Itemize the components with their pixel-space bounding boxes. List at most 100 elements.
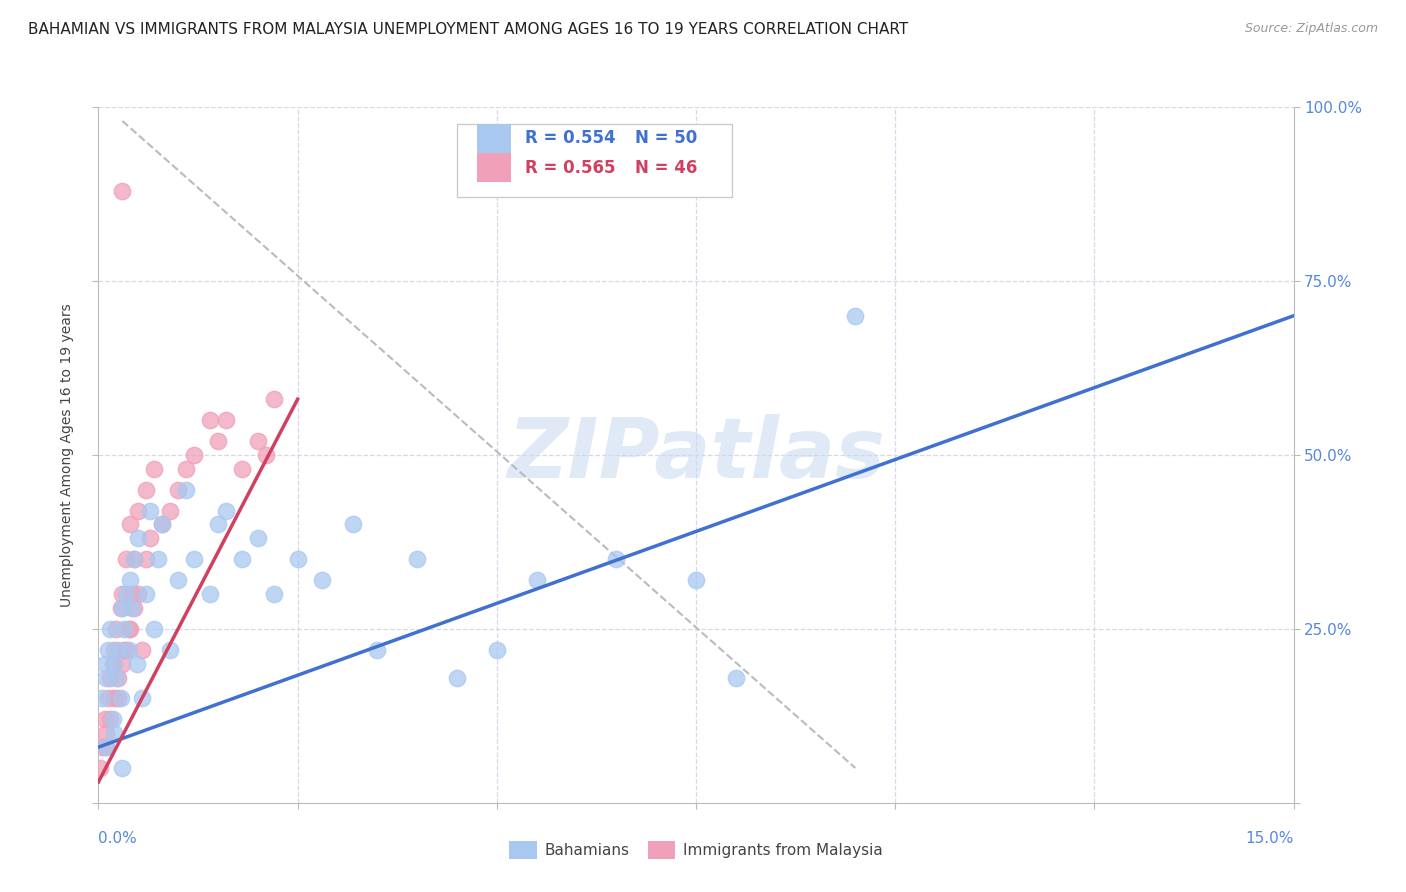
Point: [207, 434, 229, 448]
Point: [485, 642, 508, 657]
Point: [125, 657, 148, 671]
Point: [127, 503, 149, 517]
Text: R = 0.554: R = 0.554: [524, 129, 616, 147]
Point: [104, 671, 127, 685]
Point: [174, 462, 197, 476]
Point: [139, 503, 162, 517]
Point: [685, 573, 707, 587]
Point: [167, 573, 190, 587]
Point: [94, 712, 117, 726]
Point: [246, 434, 269, 448]
Point: [124, 601, 146, 615]
Point: [446, 671, 468, 685]
Point: [103, 642, 125, 657]
Point: [605, 552, 627, 566]
Point: [89, 761, 111, 775]
Point: [110, 601, 132, 615]
FancyBboxPatch shape: [457, 124, 733, 197]
Point: [724, 671, 747, 685]
Point: [139, 532, 162, 546]
Point: [103, 657, 125, 671]
Point: [112, 642, 135, 657]
Point: [104, 622, 127, 636]
Point: [111, 184, 134, 198]
Point: [118, 642, 141, 657]
Point: [98, 622, 122, 636]
Text: 0.0%: 0.0%: [98, 830, 138, 846]
Point: [231, 462, 253, 476]
Text: ZIPatlas: ZIPatlas: [508, 415, 884, 495]
Point: [124, 552, 146, 566]
Point: [131, 691, 153, 706]
Point: [111, 587, 134, 601]
Point: [112, 622, 135, 636]
Point: [406, 552, 429, 566]
Legend: Bahamians, Immigrants from Malaysia: Bahamians, Immigrants from Malaysia: [503, 835, 889, 864]
Point: [127, 587, 149, 601]
Point: [111, 601, 134, 615]
Point: [96, 740, 118, 755]
Point: [97, 691, 120, 706]
Point: [111, 657, 134, 671]
Point: [143, 462, 166, 476]
Point: [96, 726, 118, 740]
Point: [207, 517, 229, 532]
Point: [120, 517, 142, 532]
Point: [103, 726, 125, 740]
Point: [111, 761, 134, 775]
Point: [287, 552, 309, 566]
Point: [124, 552, 146, 566]
Point: [526, 573, 548, 587]
Text: BAHAMIAN VS IMMIGRANTS FROM MALAYSIA UNEMPLOYMENT AMONG AGES 16 TO 19 YEARS CORR: BAHAMIAN VS IMMIGRANTS FROM MALAYSIA UNE…: [28, 22, 908, 37]
Point: [215, 413, 238, 427]
Point: [127, 532, 149, 546]
Point: [215, 503, 238, 517]
Point: [107, 642, 129, 657]
Point: [98, 712, 122, 726]
Y-axis label: Unemployment Among Ages 16 to 19 years: Unemployment Among Ages 16 to 19 years: [60, 303, 75, 607]
Point: [167, 483, 190, 497]
Point: [198, 587, 221, 601]
Point: [143, 622, 166, 636]
Point: [231, 552, 253, 566]
Text: N = 46: N = 46: [636, 159, 697, 177]
Point: [263, 392, 285, 407]
Point: [263, 587, 285, 601]
Point: [198, 413, 221, 427]
Point: [150, 517, 173, 532]
Point: [101, 712, 124, 726]
Text: N = 50: N = 50: [636, 129, 697, 147]
Point: [107, 671, 129, 685]
Point: [101, 657, 124, 671]
Point: [366, 642, 388, 657]
Point: [150, 517, 173, 532]
Point: [91, 740, 114, 755]
Text: R = 0.565: R = 0.565: [524, 159, 616, 177]
Point: [159, 503, 181, 517]
Point: [96, 740, 118, 755]
Point: [96, 671, 118, 685]
Point: [94, 657, 117, 671]
Point: [135, 587, 157, 601]
Point: [183, 552, 205, 566]
Point: [246, 532, 269, 546]
Point: [148, 552, 170, 566]
Point: [103, 691, 125, 706]
Point: [98, 671, 122, 685]
FancyBboxPatch shape: [477, 153, 510, 182]
Text: 15.0%: 15.0%: [1246, 830, 1294, 846]
Point: [115, 552, 138, 566]
Point: [174, 483, 197, 497]
Point: [342, 517, 364, 532]
Point: [254, 448, 277, 462]
FancyBboxPatch shape: [477, 124, 510, 153]
Point: [107, 691, 129, 706]
Point: [131, 642, 153, 657]
Point: [115, 587, 138, 601]
Point: [120, 622, 142, 636]
Point: [115, 642, 138, 657]
Point: [91, 691, 114, 706]
Point: [135, 483, 157, 497]
Point: [159, 642, 181, 657]
Point: [118, 622, 141, 636]
